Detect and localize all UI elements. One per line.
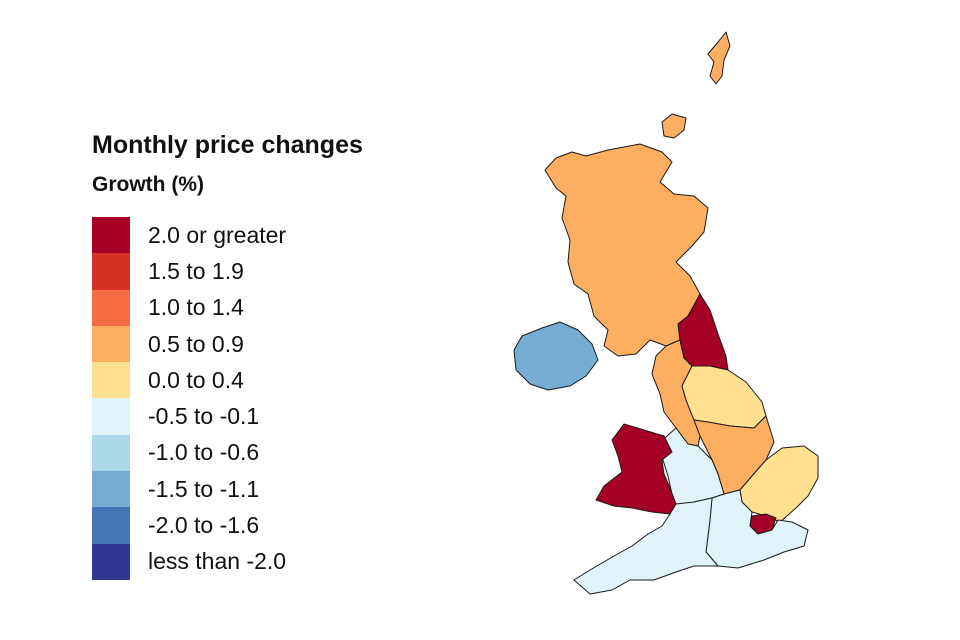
legend-swatch xyxy=(92,543,130,580)
region-northern-ireland xyxy=(513,321,599,391)
legend-item: -2.0 to -1.6 xyxy=(92,507,363,544)
legend-label: -1.5 to -1.1 xyxy=(148,475,260,502)
uk-region-map xyxy=(513,31,819,595)
legend-label: -1.0 to -0.6 xyxy=(148,439,260,466)
legend-item: 2.0 or greater xyxy=(92,217,363,254)
legend-item: 1.0 to 1.4 xyxy=(92,289,363,326)
legend-title: Monthly price changes xyxy=(92,131,363,159)
region-wales xyxy=(595,423,677,515)
legend-swatch xyxy=(92,253,130,290)
region-north-east xyxy=(677,293,729,371)
legend-swatch xyxy=(92,398,130,435)
legend-label: 0.5 to 0.9 xyxy=(148,330,244,357)
legend: Monthly price changes Growth (%) 2.0 or … xyxy=(92,128,363,580)
region-south-west xyxy=(573,497,719,595)
legend-label: -2.0 to -1.6 xyxy=(148,512,260,539)
legend-item: 0.5 to 0.9 xyxy=(92,325,363,363)
legend-swatch xyxy=(92,217,130,254)
legend-swatch xyxy=(92,325,130,363)
legend-subtitle: Growth (%) xyxy=(92,173,204,196)
legend-list: 2.0 or greater 1.5 to 1.9 1.0 to 1.4 0.5… xyxy=(92,217,363,580)
legend-label: 0.0 to 0.4 xyxy=(148,366,244,393)
legend-label: 2.0 or greater xyxy=(148,221,287,248)
legend-label: -0.5 to -0.1 xyxy=(148,403,260,430)
region-orkney xyxy=(661,113,687,139)
legend-item: 1.5 to 1.9 xyxy=(92,253,363,290)
legend-swatch xyxy=(92,362,130,399)
legend-item: 0.0 to 0.4 xyxy=(92,362,363,399)
legend-swatch xyxy=(92,507,130,544)
legend-swatch xyxy=(92,471,130,508)
legend-item: -0.5 to -0.1 xyxy=(92,398,363,435)
legend-swatch xyxy=(92,434,130,472)
legend-item: -1.5 to -1.1 xyxy=(92,471,363,508)
region-east-of-england xyxy=(739,445,819,523)
legend-label: 1.0 to 1.4 xyxy=(148,294,244,321)
region-shetland xyxy=(707,31,731,85)
legend-label: less than -2.0 xyxy=(148,548,287,575)
region-yorkshire-and-the-humber xyxy=(681,365,767,429)
legend-swatch xyxy=(92,289,130,326)
legend-item: less than -2.0 xyxy=(92,543,363,580)
legend-label: 1.5 to 1.9 xyxy=(148,257,244,284)
legend-item: -1.0 to -0.6 xyxy=(92,434,363,472)
